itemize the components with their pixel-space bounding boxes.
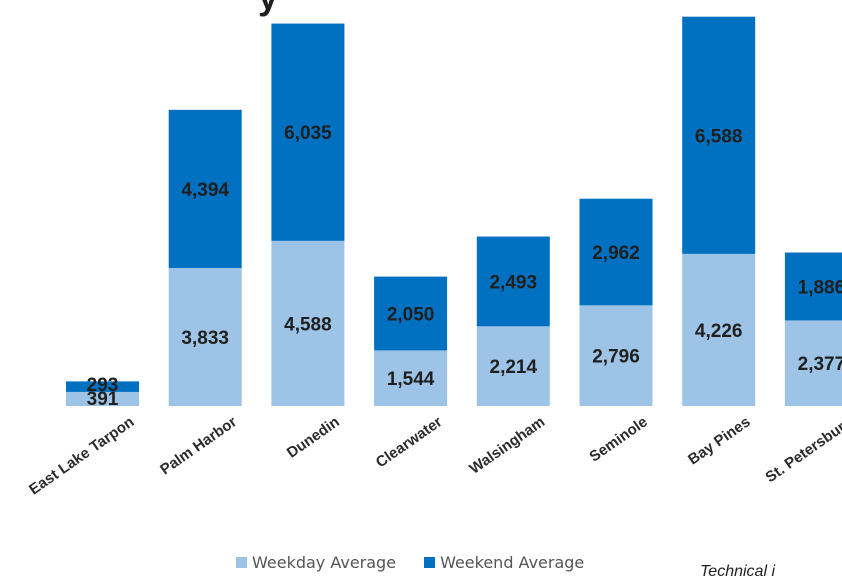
bar-weekday-dunedin	[271, 240, 345, 406]
legend-item-weekend: Weekend Average	[424, 553, 584, 572]
value-label-weekday-st-petersburg: 2,377	[798, 354, 842, 375]
value-label-weekday-walsingham: 2,214	[490, 357, 538, 378]
value-label-weekday-clearwater: 1,544	[387, 369, 435, 390]
value-label-weekend-walsingham: 2,493	[490, 272, 538, 293]
bar-weekday-walsingham	[476, 326, 550, 406]
value-label-weekend-east-lake-tarpon: 293	[87, 375, 119, 396]
value-label-weekday-palm-harbor: 3,833	[181, 328, 229, 349]
value-label-weekday-east-lake-tarpon: 391	[87, 389, 119, 410]
value-label-weekend-seminole: 2,962	[592, 243, 640, 264]
bar-weekend-palm-harbor	[168, 109, 242, 269]
bar-weekend-st-petersburg	[784, 252, 842, 321]
x-tick-label-seminole: Seminole	[586, 413, 650, 465]
value-label-weekday-dunedin: 4,588	[284, 314, 332, 335]
legend-swatch-weekday	[236, 557, 247, 568]
value-label-weekday-bay-pines: 4,226	[695, 321, 743, 342]
x-tick-label-clearwater: Clearwater	[373, 413, 446, 471]
chart-legend: Weekday Average Weekend Average	[236, 553, 584, 572]
bar-weekday-clearwater	[374, 350, 448, 406]
value-label-weekday-seminole: 2,796	[592, 347, 640, 368]
value-label-weekend-bay-pines: 6,588	[695, 126, 743, 147]
bar-weekend-walsingham	[476, 236, 550, 327]
legend-label-weekday: Weekday Average	[252, 553, 397, 572]
bar-weekday-east-lake-tarpon	[66, 391, 139, 406]
chart-title: y	[258, 0, 278, 18]
legend-swatch-weekend	[424, 557, 436, 568]
footnote: Technical i	[700, 563, 776, 580]
bar-weekend-dunedin	[271, 23, 345, 241]
x-tick-label-east-lake-tarpon: East Lake Tarpon	[26, 413, 137, 498]
bar-weekday-palm-harbor	[168, 268, 242, 406]
x-tick-label-bay-pines: Bay Pines	[685, 413, 753, 468]
bar-weekday-bay-pines	[682, 253, 756, 406]
value-label-weekend-dunedin: 6,035	[284, 123, 332, 144]
legend-item-weekday: Weekday Average	[236, 553, 396, 572]
x-tick-label-st-petersburg: St. Petersburg	[762, 413, 842, 486]
bar-weekday-seminole	[579, 305, 653, 406]
legend-label-weekend: Weekend Average	[440, 553, 585, 572]
x-tick-label-palm-harbor: Palm Harbor	[157, 413, 240, 478]
x-tick-label-dunedin: Dunedin	[284, 413, 343, 461]
bar-weekend-bay-pines	[682, 16, 756, 254]
bar-weekend-seminole	[579, 198, 653, 306]
x-tick-label-walsingham: Walsingham	[466, 413, 548, 477]
value-label-weekend-palm-harbor: 4,394	[181, 180, 229, 201]
value-label-weekend-st-petersburg: 1,886	[798, 277, 842, 298]
bar-weekend-east-lake-tarpon	[66, 381, 139, 392]
bar-weekend-clearwater	[374, 276, 448, 351]
value-label-weekend-clearwater: 2,050	[387, 305, 435, 326]
bar-weekday-st-petersburg	[784, 320, 842, 406]
